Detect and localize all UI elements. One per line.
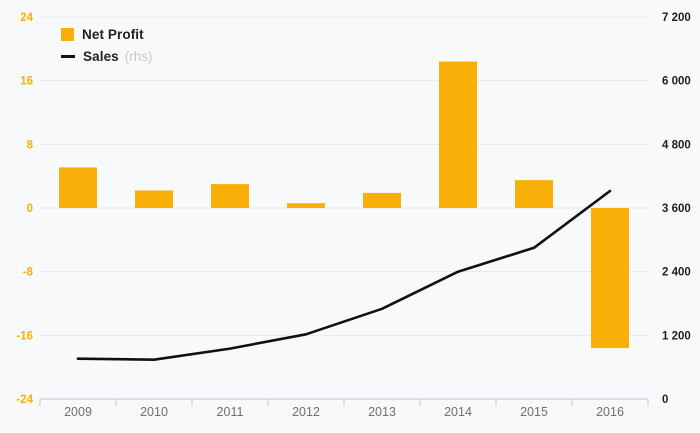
- net-profit-legend-label: Net Profit: [82, 26, 144, 42]
- right-axis-tick-label: 3 600: [662, 203, 691, 215]
- chart-legend: Net Profit Sales (rhs): [61, 26, 153, 64]
- left-axis-tick-label: -8: [23, 267, 34, 279]
- sales-rhs-suffix: (rhs): [124, 48, 153, 64]
- x-axis-label-2011: 2011: [217, 405, 244, 419]
- x-axis-label-2015: 2015: [520, 405, 548, 419]
- bar-2013: [363, 192, 401, 208]
- right-axis-tick-label: 4 800: [662, 139, 691, 151]
- net-profit-swatch-icon: [61, 27, 74, 41]
- right-axis-tick-label: 1 200: [662, 330, 691, 342]
- bar-2015: [515, 180, 553, 208]
- bar-2016: [591, 208, 629, 349]
- bar-2011: [211, 184, 249, 208]
- bar-2010: [135, 190, 173, 208]
- sales-legend-label: Sales: [83, 48, 119, 64]
- right-axis-tick-label: 6 000: [662, 76, 691, 88]
- sales-line-swatch-icon: [61, 54, 75, 58]
- sales-line: [76, 189, 612, 362]
- bar-2012: [287, 203, 325, 208]
- x-axis-label-2010: 2010: [140, 405, 168, 419]
- x-axis-label-2014: 2014: [444, 405, 472, 419]
- bar-2009: [59, 167, 97, 208]
- legend-item-net-profit: Net Profit: [61, 26, 153, 42]
- left-axis-tick-label: 16: [20, 76, 33, 88]
- x-axis-label-2013: 2013: [368, 405, 396, 419]
- left-axis-tick-label: 24: [20, 12, 33, 24]
- left-axis-tick-label: -16: [16, 330, 33, 342]
- left-axis-tick-label: 0: [27, 203, 33, 215]
- right-axis-tick-label: 2 400: [662, 267, 691, 279]
- right-axis-tick-label: 7 200: [662, 12, 691, 24]
- left-axis-tick-label: 8: [27, 139, 34, 151]
- x-axis-label-2009: 2009: [64, 405, 92, 419]
- bar-2014: [439, 61, 477, 208]
- right-axis-tick-label: 0: [662, 394, 668, 406]
- legend-item-sales: Sales (rhs): [61, 48, 153, 64]
- x-axis-label-2016: 2016: [596, 405, 624, 419]
- left-axis-tick-label: -24: [16, 394, 33, 406]
- x-axis-label-2012: 2012: [292, 405, 320, 419]
